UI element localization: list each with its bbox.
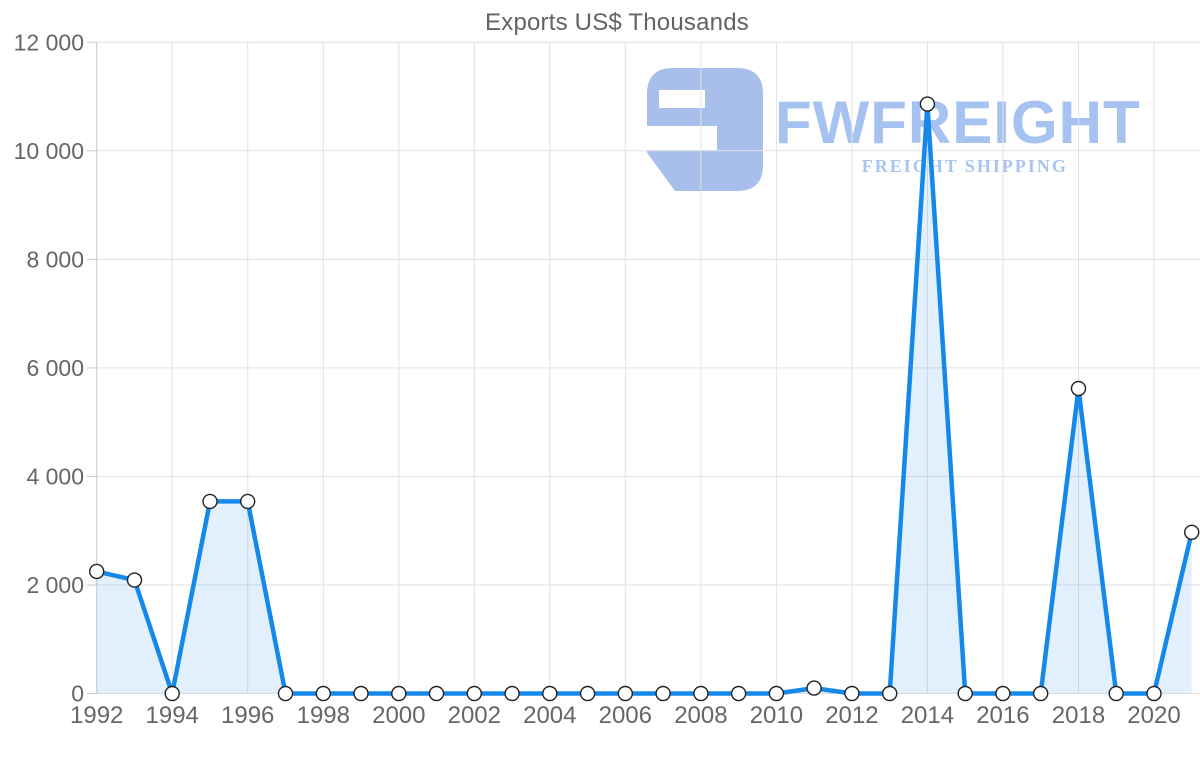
data-point-2011[interactable] xyxy=(806,680,822,696)
x-tick-label: 2002 xyxy=(448,702,501,729)
x-tick-label: 2006 xyxy=(599,702,652,729)
x-tick-label: 2020 xyxy=(1127,702,1180,729)
y-tick-label: 4 000 xyxy=(26,463,84,489)
data-point-2002[interactable] xyxy=(466,685,482,702)
data-point-2015[interactable] xyxy=(957,685,973,702)
data-point-2013[interactable] xyxy=(882,685,898,702)
data-point-2010[interactable] xyxy=(768,685,785,702)
x-tick-label: 2014 xyxy=(901,702,954,729)
data-point-2004[interactable] xyxy=(542,685,558,702)
x-tick-label: 2004 xyxy=(523,702,576,729)
data-point-1997[interactable] xyxy=(277,685,294,702)
data-point-2019[interactable] xyxy=(1108,685,1124,702)
data-point-2001[interactable] xyxy=(428,685,445,702)
y-tick-label: 2 000 xyxy=(26,572,84,598)
x-tick-label: 1994 xyxy=(146,702,199,729)
x-tick-label: 1996 xyxy=(221,702,274,729)
y-tick-label: 6 000 xyxy=(26,355,84,381)
data-point-1994[interactable] xyxy=(164,685,180,702)
data-point-1993[interactable] xyxy=(126,572,143,588)
data-point-2012[interactable] xyxy=(844,685,860,702)
data-point-2018[interactable] xyxy=(1070,380,1087,397)
series-area-fill xyxy=(96,104,1192,694)
y-tick-label: 12 000 xyxy=(14,29,84,55)
y-tick-label: 0 xyxy=(71,681,84,707)
data-point-2009[interactable] xyxy=(730,685,747,702)
y-tick-label: 8 000 xyxy=(26,246,84,272)
x-tick-label: 2016 xyxy=(976,702,1029,729)
data-point-2003[interactable] xyxy=(504,685,520,702)
y-tick-label: 10 000 xyxy=(14,138,84,164)
x-tick-label: 2018 xyxy=(1052,702,1105,729)
data-point-1992[interactable] xyxy=(88,563,105,580)
data-point-2020[interactable] xyxy=(1146,685,1162,702)
x-tick-label: 2000 xyxy=(372,702,425,729)
data-point-1999[interactable] xyxy=(353,685,369,702)
data-point-2005[interactable] xyxy=(579,685,596,702)
x-tick-label: 1992 xyxy=(70,702,123,729)
chart-title: Exports US$ Thousands xyxy=(485,9,749,36)
x-tick-label: 1998 xyxy=(297,702,350,729)
data-point-2007[interactable] xyxy=(655,685,671,702)
data-point-1995[interactable] xyxy=(202,493,218,510)
data-point-2000[interactable] xyxy=(391,685,407,702)
data-point-1996[interactable] xyxy=(239,493,256,510)
x-tick-label: 2010 xyxy=(750,702,803,729)
data-point-2021[interactable] xyxy=(1183,524,1200,540)
x-tick-label: 2008 xyxy=(674,702,727,729)
data-point-2006[interactable] xyxy=(617,685,633,702)
data-point-2008[interactable] xyxy=(693,685,709,702)
data-point-1998[interactable] xyxy=(315,685,331,702)
data-point-2016[interactable] xyxy=(995,685,1011,702)
data-point-2014[interactable] xyxy=(919,96,936,112)
x-tick-label: 2012 xyxy=(825,702,878,729)
data-point-2017[interactable] xyxy=(1032,685,1049,702)
